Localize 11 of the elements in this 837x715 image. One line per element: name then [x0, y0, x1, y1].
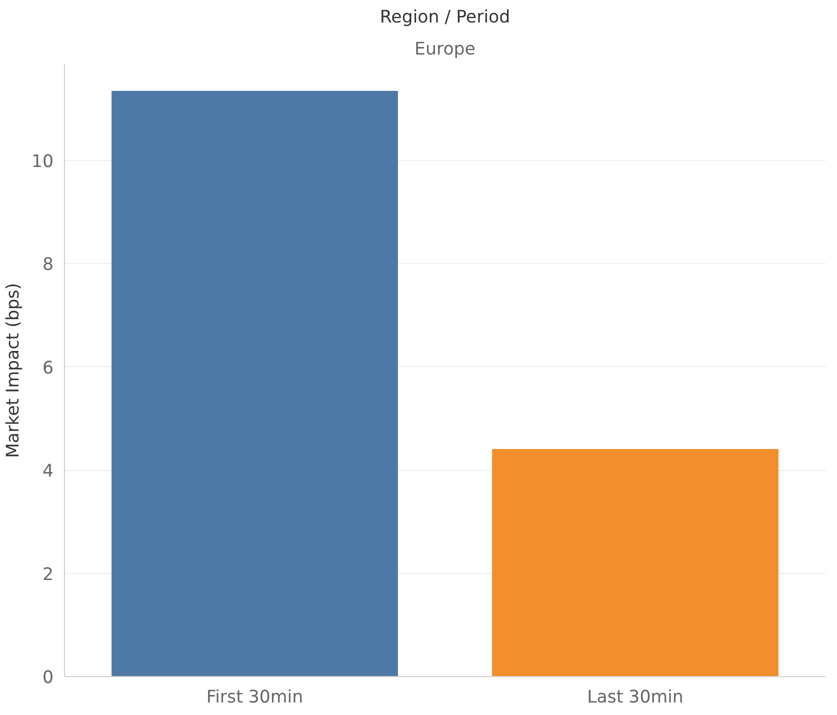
y-tick-label: 10	[31, 152, 54, 172]
x-tick-label: Last 30min	[587, 688, 684, 708]
chart-title: Region / Period	[380, 8, 510, 28]
y-tick-label: 0	[42, 668, 54, 688]
y-axis-title: Market Impact (bps)	[3, 282, 24, 458]
y-tick-label: 2	[42, 564, 54, 585]
y-tick-label: 4	[42, 462, 54, 482]
y-tick-label: 8	[42, 255, 54, 276]
y-tick-label: 6	[42, 358, 54, 378]
chart-subtitle: Europe	[414, 40, 476, 60]
x-tick-label: First 30min	[206, 688, 304, 708]
